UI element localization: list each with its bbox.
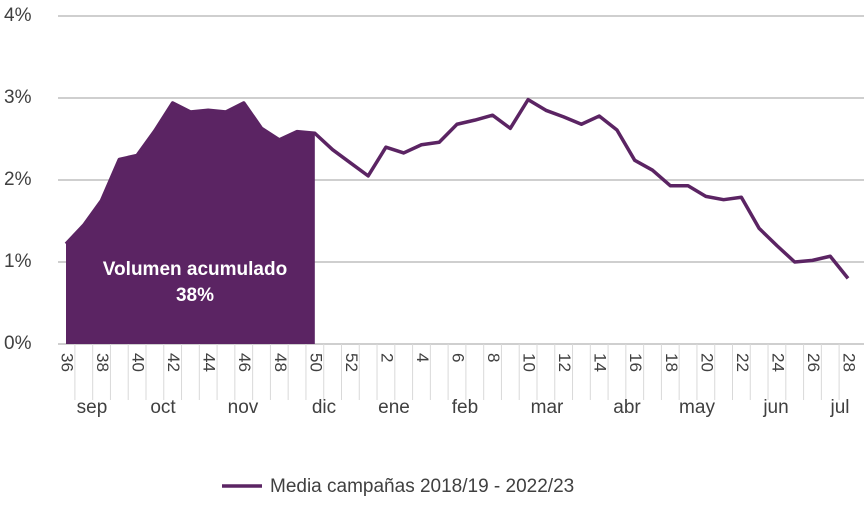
x-tick-label: 14 xyxy=(591,353,610,372)
x-tick-label: 22 xyxy=(733,353,752,372)
x-tick-label: 8 xyxy=(484,353,503,362)
x-tick-label: 38 xyxy=(93,353,112,372)
x-tick-label: 26 xyxy=(804,353,823,372)
x-tick-label: 6 xyxy=(449,353,468,362)
x-tick-label: 42 xyxy=(164,353,183,372)
x-tick-label: 4 xyxy=(413,353,432,362)
annotation: Volumen acumulado xyxy=(103,259,287,280)
y-tick-label: 4% xyxy=(4,5,32,26)
month-label: sep xyxy=(77,397,108,418)
x-tick-label: 24 xyxy=(768,353,787,372)
y-tick-label: 1% xyxy=(4,251,32,272)
month-label: dic xyxy=(312,397,336,418)
annotation: 38% xyxy=(176,285,214,306)
month-label: may xyxy=(679,397,715,418)
x-tick-label: 36 xyxy=(58,353,77,372)
month-label: oct xyxy=(150,397,176,418)
x-tick-label: 44 xyxy=(200,353,219,372)
x-tick-label: 20 xyxy=(697,353,716,372)
x-tick-label: 18 xyxy=(662,353,681,372)
month-label: mar xyxy=(531,397,564,418)
x-tick-label: 16 xyxy=(626,353,645,372)
line xyxy=(64,97,850,280)
x-tick-label: 46 xyxy=(235,353,254,372)
month-label: nov xyxy=(228,397,259,418)
month-label: abr xyxy=(613,397,641,418)
x-tick-label: 2 xyxy=(377,353,396,362)
y-tick-label: 3% xyxy=(4,87,32,108)
month-label: jul xyxy=(829,397,849,418)
y-tick-label: 2% xyxy=(4,169,32,190)
legend-label: Media campañas 2018/19 - 2022/23 xyxy=(270,476,574,497)
x-tick-label: 52 xyxy=(342,353,361,372)
y-tick-label: 0% xyxy=(4,333,32,354)
x-tick-label: 40 xyxy=(129,353,148,372)
x-tick-label: 48 xyxy=(271,353,290,372)
x-tick-label: 10 xyxy=(520,353,539,372)
month-label: feb xyxy=(452,397,478,418)
x-tick-label: 28 xyxy=(840,353,859,372)
area xyxy=(66,102,315,344)
x-tick-label: 50 xyxy=(306,353,325,372)
x-tick-label: 12 xyxy=(555,353,574,372)
month-label: ene xyxy=(378,397,410,418)
month-label: jun xyxy=(762,397,788,418)
